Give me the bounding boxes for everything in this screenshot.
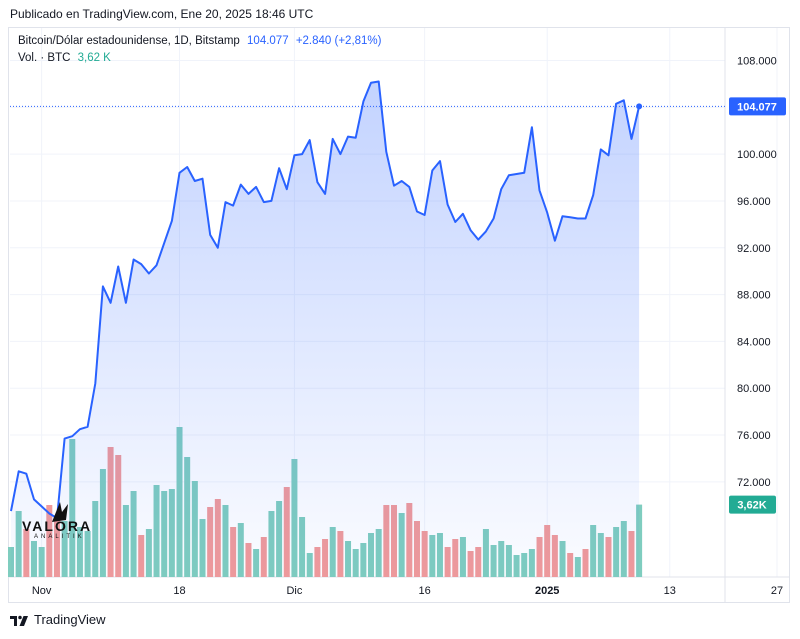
last-price-value: 104.077	[247, 35, 289, 47]
y-tick-label: 76.000	[737, 430, 771, 442]
x-tick-label: 27	[771, 585, 783, 597]
footer-brand[interactable]: TradingView	[34, 612, 106, 627]
last-price-tag	[729, 97, 786, 116]
y-tick-label: 92.000	[737, 243, 771, 255]
y-tick-label: 72.000	[737, 477, 771, 489]
price-change: +2.840 (+2,81%)	[295, 35, 382, 47]
price-area	[11, 81, 640, 577]
x-axis: Nov 18 Dic 16 2025 13 27	[32, 585, 783, 597]
last-price-tag-text: 104.077	[737, 101, 777, 113]
volume-label[interactable]: Vol. · BTC	[18, 52, 71, 64]
price-line	[10, 80, 641, 520]
published-caption: Publicado en TradingView.com, Ene 20, 20…	[10, 7, 314, 21]
volume-tag-text: 3,62K	[737, 500, 766, 512]
y-tick-label: 108.000	[737, 55, 777, 67]
y-tick-label: 100.000	[737, 149, 777, 161]
legend-volume-row: Vol. · BTC 3,62 K	[18, 52, 111, 64]
valora-logo: VALORA ANALITIK	[22, 498, 97, 546]
chart-frame	[8, 27, 790, 603]
x-tick-label: 13	[664, 585, 676, 597]
volume-tag	[729, 495, 776, 514]
y-tick-label: 84.000	[737, 336, 771, 348]
logo-subtext: ANALITIK	[34, 534, 85, 540]
symbol-name[interactable]: Bitcoin/Dólar estadounidense, 1D, Bitsta…	[18, 35, 240, 47]
axis-labels: 104.077 3,62K	[729, 97, 786, 514]
tradingview-logo-icon[interactable]	[10, 614, 28, 626]
x-tick-label: Nov	[32, 585, 52, 597]
y-axis: 72.000 76.000 80.000 84.000 88.000 92.000 96.0…	[737, 55, 777, 488]
volume-bar	[636, 504, 643, 577]
x-tick-label: 16	[419, 585, 431, 597]
logo-brand: VALORA	[22, 518, 93, 534]
logo-mark-icon	[52, 502, 68, 522]
last-price-dot	[636, 103, 643, 110]
y-tick-label: 88.000	[737, 290, 771, 302]
y-tick-label: 96.000	[737, 196, 771, 208]
y-tick-label: 80.000	[737, 383, 771, 395]
x-tick-label: 2025	[535, 585, 559, 597]
x-tick-label: Dic	[286, 585, 302, 597]
footer: TradingView	[10, 612, 106, 627]
volume-value: 3,62 K	[77, 52, 111, 64]
x-tick-label: 18	[173, 585, 185, 597]
legend-symbol-row: Bitcoin/Dólar estadounidense, 1D, Bitsta…	[18, 35, 381, 47]
